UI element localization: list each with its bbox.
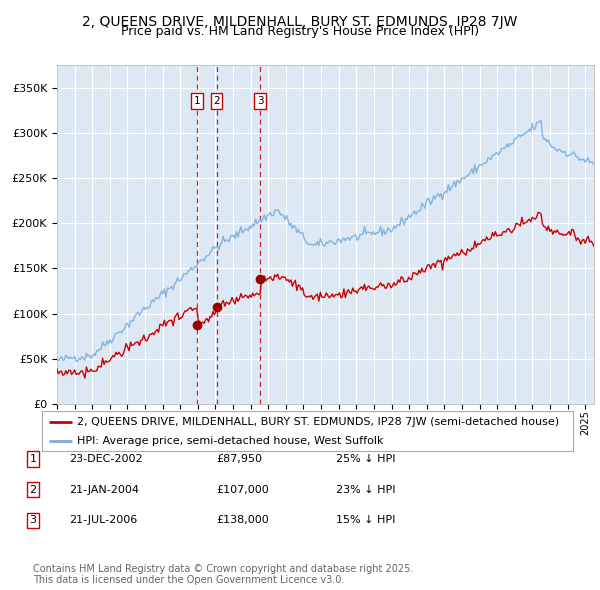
Text: 21-JAN-2004: 21-JAN-2004 — [69, 485, 139, 494]
Text: 2: 2 — [213, 96, 220, 106]
Text: 1: 1 — [194, 96, 200, 106]
Text: £87,950: £87,950 — [216, 454, 262, 464]
Text: 2: 2 — [29, 485, 37, 494]
Text: 2, QUEENS DRIVE, MILDENHALL, BURY ST. EDMUNDS, IP28 7JW (semi-detached house): 2, QUEENS DRIVE, MILDENHALL, BURY ST. ED… — [77, 418, 559, 428]
Text: HPI: Average price, semi-detached house, West Suffolk: HPI: Average price, semi-detached house,… — [77, 437, 383, 446]
Text: 2, QUEENS DRIVE, MILDENHALL, BURY ST. EDMUNDS, IP28 7JW: 2, QUEENS DRIVE, MILDENHALL, BURY ST. ED… — [82, 15, 518, 29]
Text: 3: 3 — [257, 96, 263, 106]
Text: 3: 3 — [29, 516, 37, 525]
Text: 23-DEC-2002: 23-DEC-2002 — [69, 454, 143, 464]
Text: Contains HM Land Registry data © Crown copyright and database right 2025.
This d: Contains HM Land Registry data © Crown c… — [33, 563, 413, 585]
Text: £138,000: £138,000 — [216, 516, 269, 525]
Text: £107,000: £107,000 — [216, 485, 269, 494]
Text: 25% ↓ HPI: 25% ↓ HPI — [336, 454, 395, 464]
Text: 21-JUL-2006: 21-JUL-2006 — [69, 516, 137, 525]
Text: 1: 1 — [29, 454, 37, 464]
Text: 15% ↓ HPI: 15% ↓ HPI — [336, 516, 395, 525]
Text: 23% ↓ HPI: 23% ↓ HPI — [336, 485, 395, 494]
Text: Price paid vs. HM Land Registry's House Price Index (HPI): Price paid vs. HM Land Registry's House … — [121, 25, 479, 38]
